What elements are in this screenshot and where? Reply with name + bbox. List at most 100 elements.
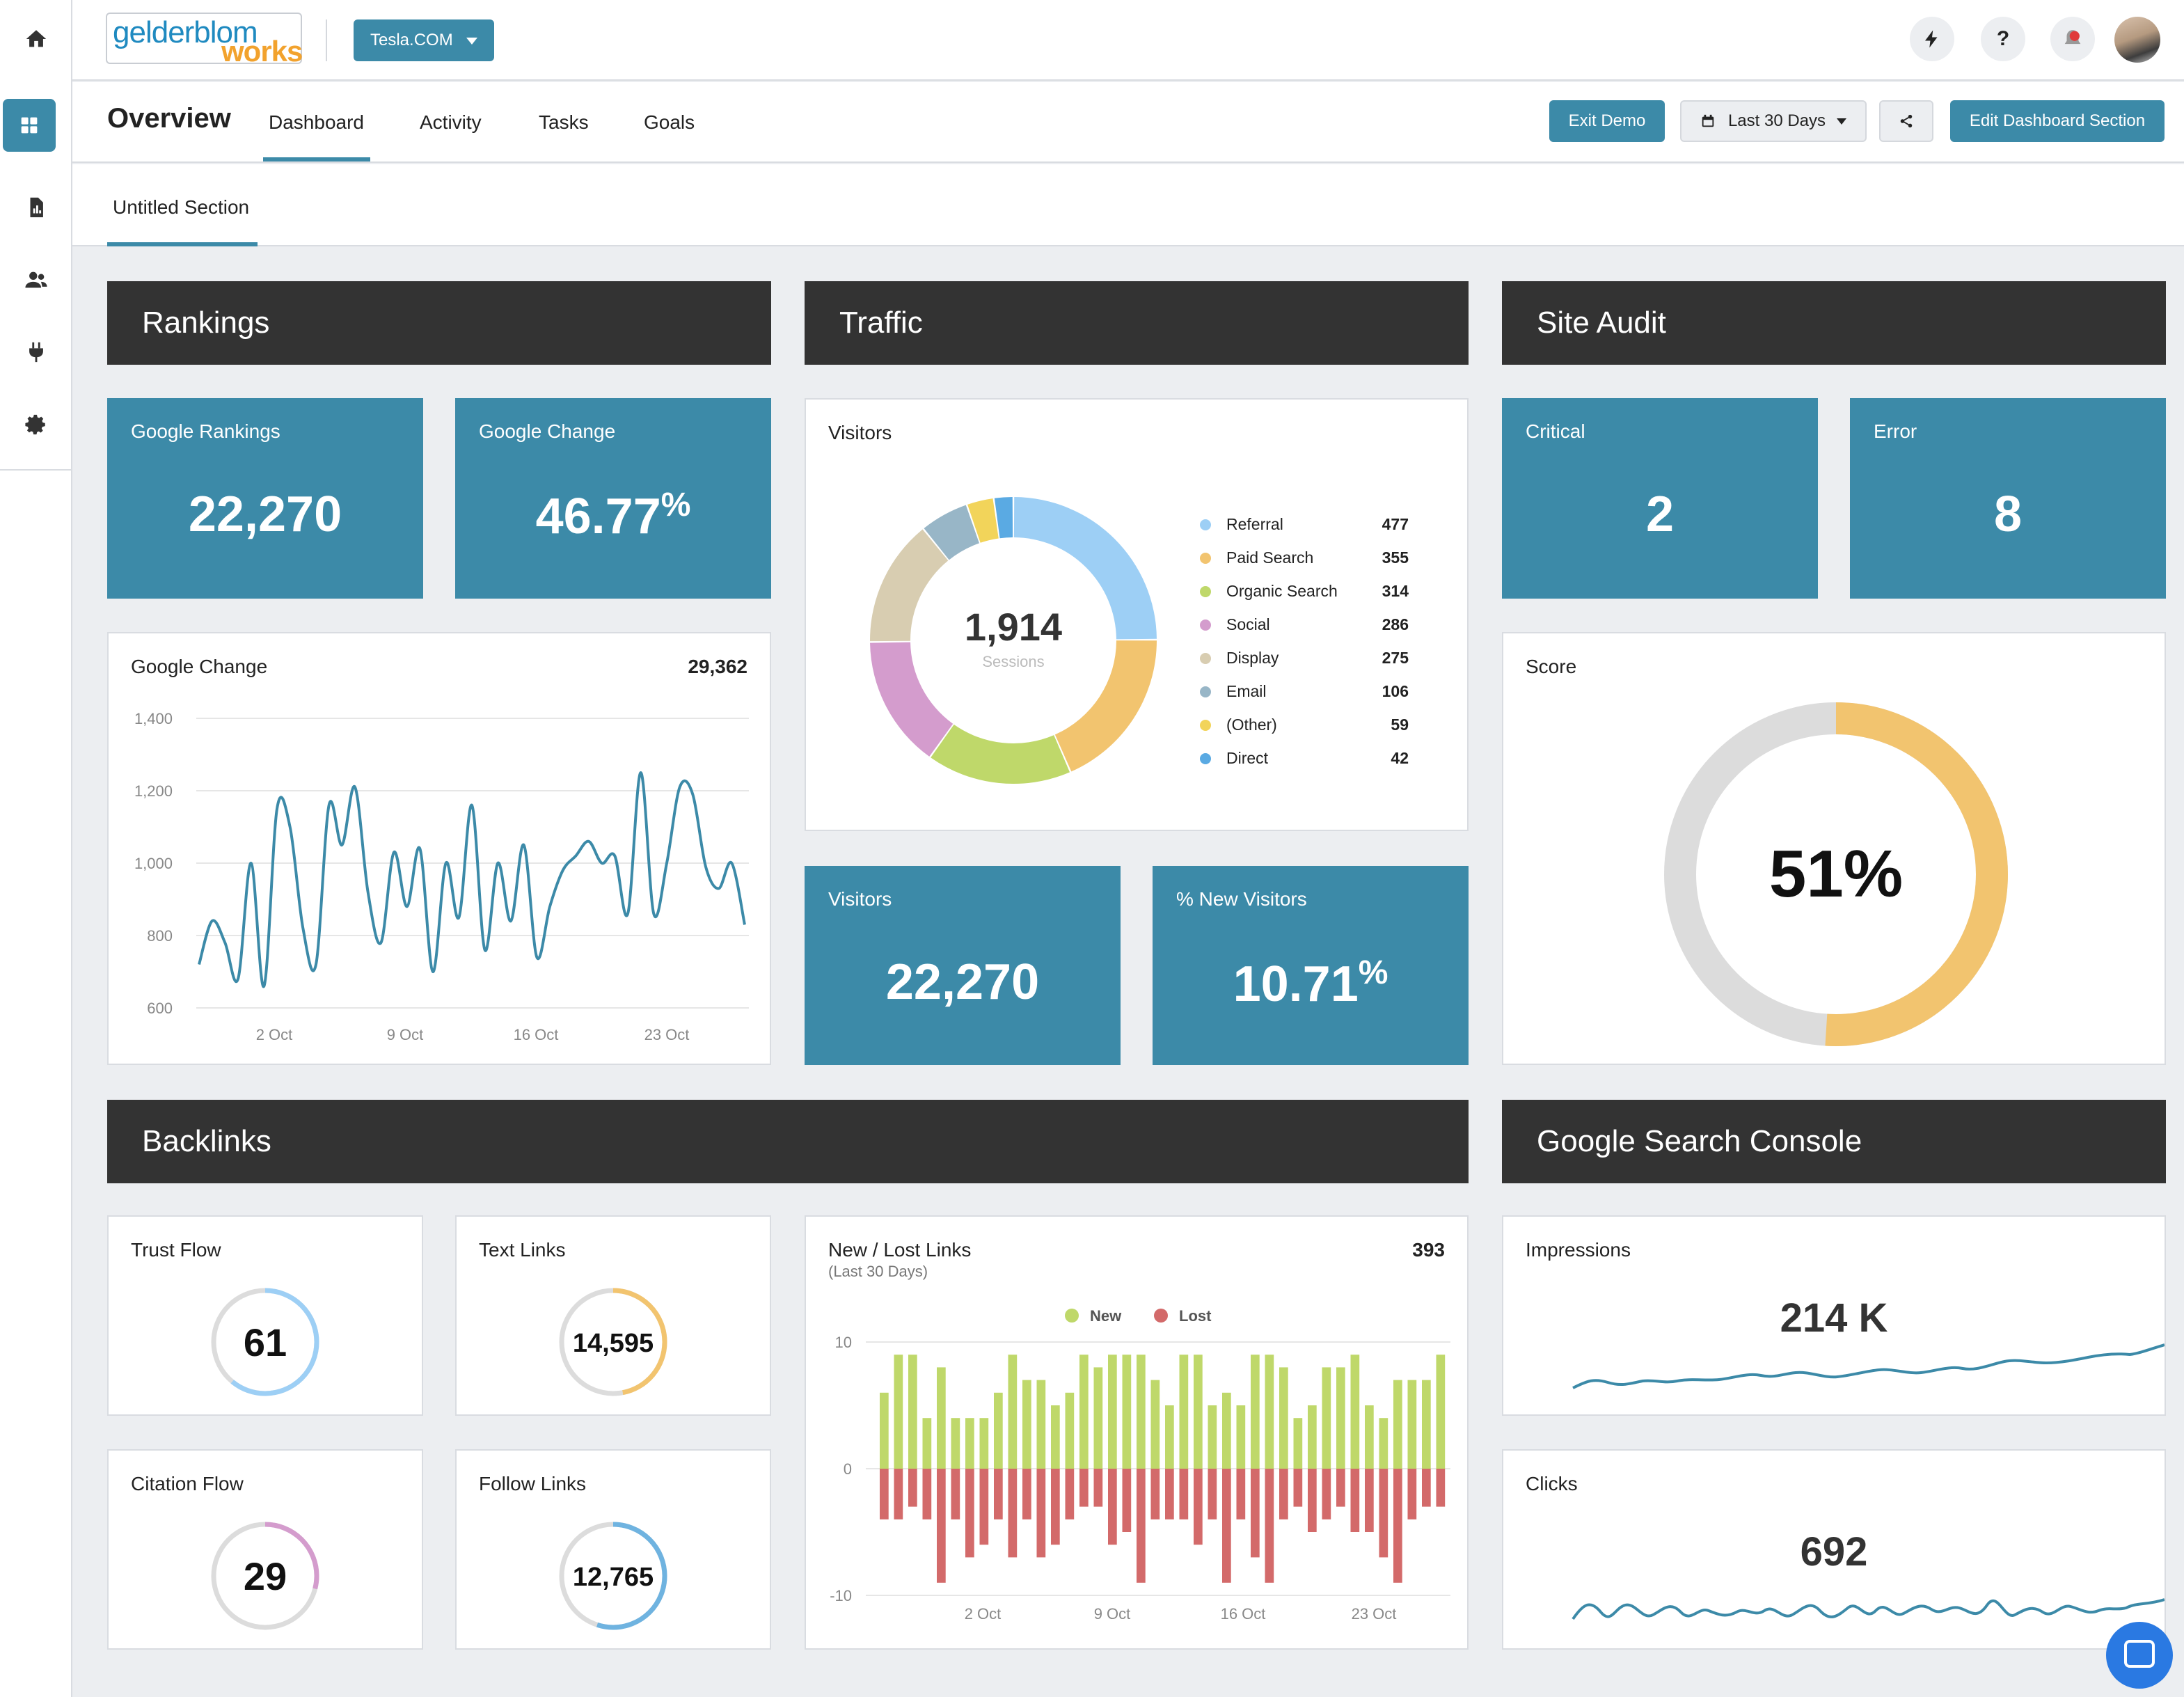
tab-activity[interactable]: Activity — [420, 111, 482, 133]
visitors-donut-chart: 1,914 Sessions — [870, 497, 1157, 784]
tile-value-number: 46.77 — [535, 489, 661, 544]
exit-demo-button[interactable]: Exit Demo — [1549, 100, 1665, 142]
tile-value: 22,270 — [885, 954, 1040, 1010]
date-range-label: Last 30 Days — [1727, 111, 1826, 130]
notifications-button[interactable] — [2050, 17, 2095, 61]
logo-text-primary: gelderblom — [113, 15, 258, 49]
bar-new — [937, 1367, 946, 1469]
error-tile[interactable]: Error 8 — [1850, 398, 2166, 599]
y-tick: 0 — [844, 1460, 852, 1478]
series-line — [198, 771, 746, 988]
bar-new — [1393, 1380, 1402, 1469]
card-title: Google Change — [131, 656, 268, 677]
tile-title: Error — [1874, 420, 1917, 442]
calendar-icon — [1702, 114, 1714, 127]
section-tab[interactable]: Untitled Section — [113, 196, 250, 218]
x-tick: 2 Oct — [256, 1026, 293, 1043]
sparkline — [1572, 1343, 2165, 1389]
bar-lost — [1108, 1469, 1117, 1545]
tab-tasks[interactable]: Tasks — [539, 111, 589, 133]
bar-new — [1308, 1405, 1317, 1469]
edit-dashboard-section-button[interactable]: Edit Dashboard Section — [1950, 100, 2165, 142]
bar-lost — [1236, 1469, 1246, 1520]
new-visitors-tile[interactable]: % New Visitors 10.71% — [1153, 866, 1469, 1065]
visitors-tile[interactable]: Visitors 22,270 — [805, 866, 1121, 1065]
legend-name: Paid Search — [1226, 548, 1314, 567]
gauge-value: 29 — [244, 1554, 287, 1598]
x-tick: 16 Oct — [1221, 1605, 1266, 1623]
tile-value-number: 10.71 — [1233, 956, 1359, 1012]
dashboard-icon[interactable] — [3, 99, 56, 152]
avatar[interactable] — [2114, 17, 2160, 63]
plug-icon[interactable] — [0, 324, 72, 380]
bolt-button[interactable] — [1910, 17, 1954, 61]
bar-lost — [1308, 1469, 1317, 1532]
legend-name: Direct — [1226, 749, 1269, 767]
bar-lost — [880, 1469, 889, 1520]
legend-name: Referral — [1226, 515, 1283, 533]
legend-dot — [1200, 720, 1211, 731]
card-total: 29,362 — [688, 656, 747, 677]
chat-icon — [2124, 1640, 2155, 1668]
score-card: Score 51% — [1502, 632, 2166, 1065]
legend-dot-new — [1065, 1309, 1079, 1323]
help-button[interactable]: ? — [1981, 17, 2025, 61]
google-change-chart-card: Google Change 29,362 1,400 1,200 1,000 8… — [107, 632, 771, 1065]
donut-slice-paid-search — [1054, 640, 1157, 772]
clicks-sparkline — [1572, 1598, 2165, 1620]
tile-title: Visitors — [828, 888, 892, 910]
bar-new — [994, 1392, 1003, 1469]
tab-goals[interactable]: Goals — [644, 111, 695, 133]
google-change-tile[interactable]: Google Change 46.77% — [455, 398, 771, 599]
donut-slice-display — [870, 529, 949, 642]
bar-lost — [1165, 1469, 1174, 1520]
chat-button[interactable] — [2106, 1622, 2173, 1689]
legend-name: Organic Search — [1226, 582, 1338, 600]
score-gauge: 51% — [1664, 702, 2008, 1046]
section-bar — [72, 164, 2184, 246]
bar-new — [951, 1418, 960, 1469]
backlinks-header: Backlinks — [107, 1100, 1469, 1183]
home-icon[interactable] — [0, 11, 72, 67]
tile-value: 8 — [1993, 487, 2023, 542]
legend-name: Social — [1226, 615, 1270, 633]
bar-new — [1265, 1355, 1274, 1469]
legend-name: Display — [1226, 649, 1279, 667]
x-tick: 16 Oct — [514, 1026, 559, 1043]
bar-lost — [1022, 1469, 1031, 1520]
bar-new — [1336, 1367, 1345, 1469]
card-title: Visitors — [828, 422, 892, 443]
impressions-value: 214 K — [1780, 1295, 1888, 1341]
account-select[interactable]: Tesla.COM — [354, 19, 494, 61]
donut-slice-social — [870, 642, 953, 757]
legend-value: 477 — [1382, 515, 1409, 533]
bar-lost — [1008, 1469, 1018, 1558]
bar-new — [1194, 1355, 1203, 1469]
legend-item: Display 275 — [1200, 649, 1409, 670]
bar-new — [979, 1418, 989, 1469]
sidebar-divider — [0, 469, 72, 471]
tab-dashboard[interactable]: Dashboard — [269, 111, 364, 133]
bar-lost — [894, 1469, 903, 1520]
legend-dot — [1200, 619, 1211, 631]
y-tick: -10 — [830, 1587, 852, 1604]
bar-lost — [1093, 1469, 1103, 1507]
brand-logo[interactable]: gelderblom works — [106, 13, 303, 68]
critical-tile[interactable]: Critical 2 — [1502, 398, 1818, 599]
legend-item: Social 286 — [1200, 615, 1409, 636]
gear-icon[interactable] — [0, 397, 72, 452]
users-icon[interactable] — [0, 252, 72, 308]
tile-value-unit: % — [660, 487, 691, 523]
date-range-select[interactable]: Last 30 Days — [1680, 100, 1867, 142]
sub-header — [72, 82, 2184, 163]
legend-value: 106 — [1382, 682, 1409, 700]
bar-new — [1022, 1380, 1031, 1469]
share-button[interactable] — [1879, 100, 1933, 142]
card-title: Citation Flow — [131, 1473, 244, 1494]
tile-value-unit: % — [1358, 954, 1388, 991]
legend-dot — [1200, 686, 1211, 697]
google-rankings-tile[interactable]: Google Rankings 22,270 — [107, 398, 423, 599]
follow-links-card: Follow Links 12,765 — [455, 1449, 771, 1650]
report-icon[interactable] — [0, 180, 72, 235]
section-tab-indicator — [107, 242, 258, 246]
